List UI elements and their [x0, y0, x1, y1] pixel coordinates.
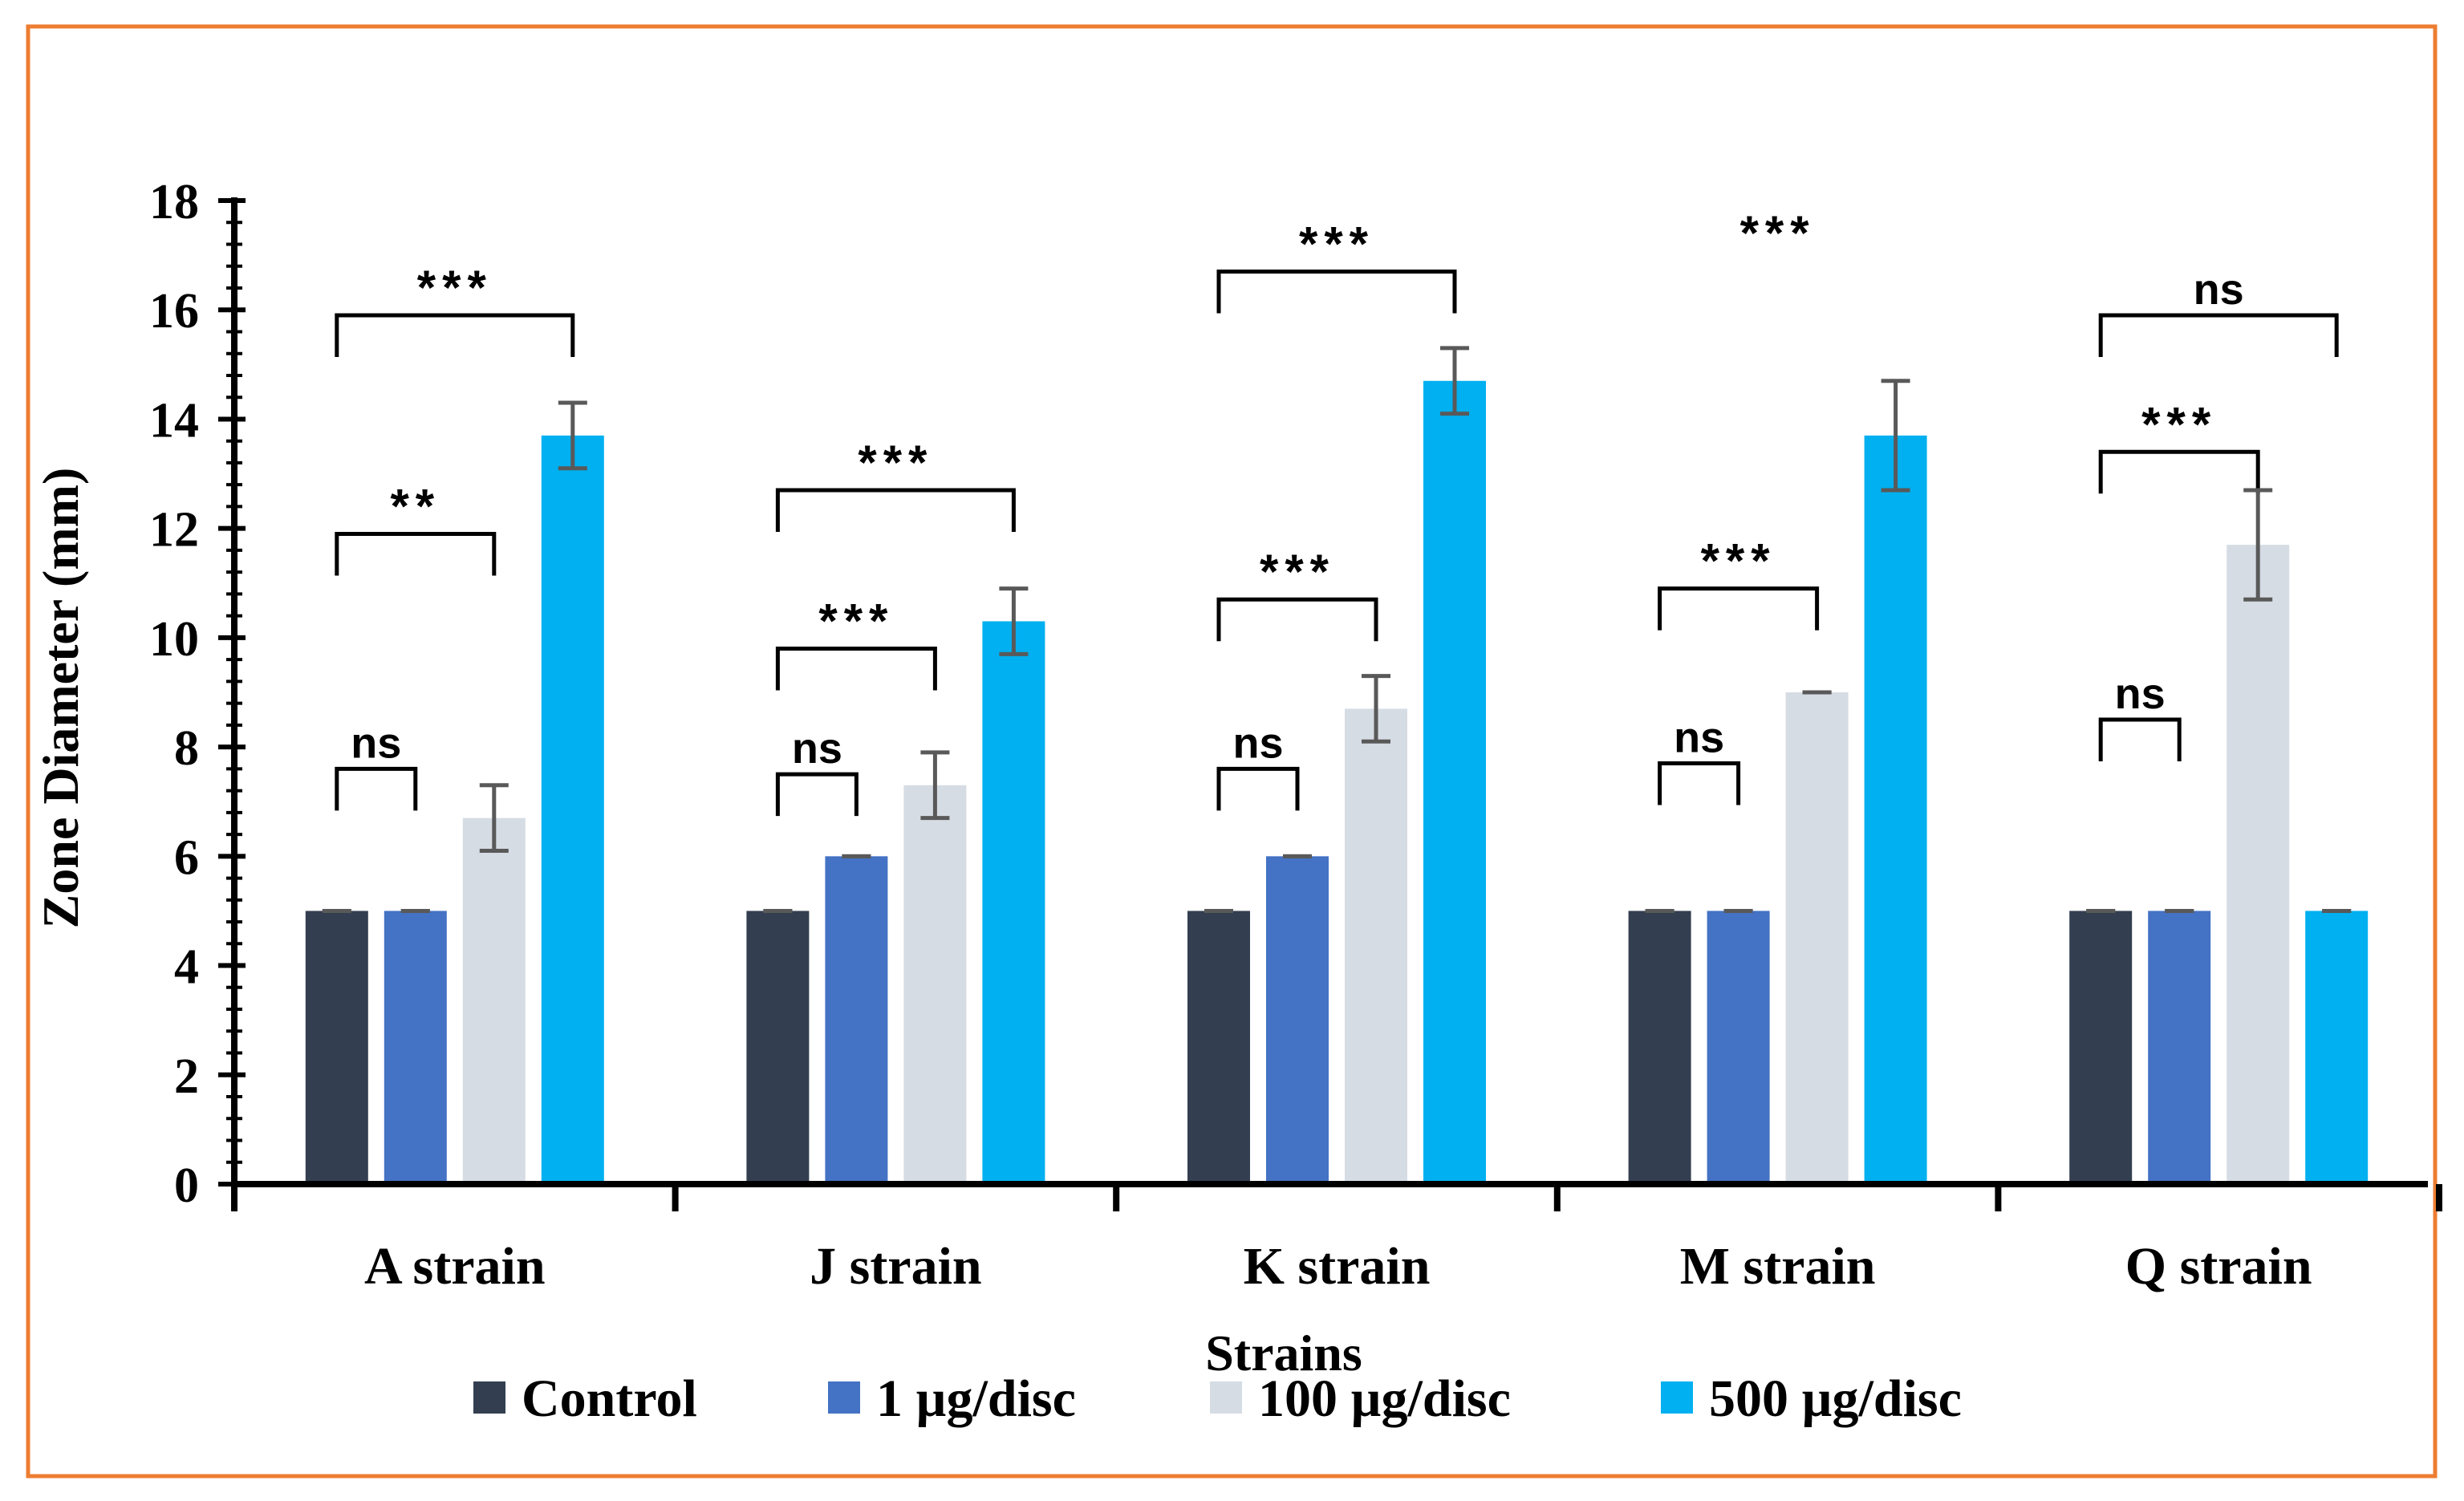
x-tick-label: J strain	[810, 1237, 982, 1296]
significance-label: ***	[417, 261, 493, 314]
bar	[1628, 911, 1691, 1184]
annotation-layer: ns*****ns******ns******ns******ns***ns	[335, 206, 2339, 817]
significance-bracket	[2098, 717, 2182, 762]
bar-layer	[305, 380, 2369, 1184]
error-bar-layer	[322, 346, 2352, 913]
y-tick-label: 0	[174, 1158, 199, 1213]
significance-label: ns	[2194, 266, 2244, 314]
y-tick-label: 2	[174, 1049, 199, 1104]
significance-label: **	[390, 479, 440, 533]
significance-bracket	[775, 772, 859, 817]
significance-bracket	[2098, 449, 2260, 494]
significance-bracket	[1658, 761, 1741, 805]
significance-label: ***	[1701, 534, 1776, 588]
significance-label: ***	[1260, 545, 1335, 598]
x-tick-label: K strain	[1244, 1237, 1431, 1296]
bar	[2069, 911, 2133, 1184]
legend-label: 1 µg/disc	[876, 1369, 1076, 1428]
bar	[462, 817, 526, 1184]
bar	[305, 911, 368, 1184]
significance-bracket	[1658, 586, 1820, 631]
significance-bracket	[335, 531, 497, 576]
significance-bracket	[2098, 313, 2339, 358]
bar	[1785, 692, 1849, 1184]
bar	[982, 621, 1045, 1184]
y-tick-label: 14	[149, 393, 199, 448]
legend-swatch	[1210, 1381, 1242, 1414]
significance-bracket	[335, 766, 418, 811]
bar	[1187, 911, 1250, 1184]
legend-label: Control	[522, 1369, 697, 1428]
bar	[541, 435, 604, 1184]
bar	[1707, 911, 1770, 1184]
bar	[903, 785, 967, 1184]
x-tick-label: Q strain	[2125, 1237, 2312, 1296]
significance-bracket	[335, 313, 575, 358]
significance-bracket	[775, 647, 937, 691]
legend-swatch	[473, 1381, 505, 1414]
axis-layer: 0 2 4 6 8 10 12 14 16 18 A strain J strain K strain M…	[149, 175, 2442, 1296]
significance-label: ns	[1674, 714, 1724, 762]
y-tick-label: 18	[149, 175, 199, 229]
legend-label: 500 µg/disc	[1709, 1369, 1962, 1428]
bar	[1266, 856, 1329, 1184]
bar	[1423, 380, 1486, 1184]
y-tick-label: 12	[149, 503, 199, 558]
significance-label: ns	[351, 719, 401, 767]
chart-frame	[26, 24, 2438, 1479]
y-tick-label: 10	[149, 612, 199, 667]
x-tick-label: A strain	[364, 1237, 546, 1296]
bar	[2305, 911, 2369, 1184]
legend-swatch	[828, 1381, 860, 1414]
significance-label: ***	[2141, 397, 2217, 451]
bar	[1345, 708, 1407, 1184]
significance-bracket	[1216, 270, 1457, 314]
significance-label: ns	[792, 724, 842, 773]
significance-label: ***	[858, 436, 933, 489]
bar	[746, 911, 810, 1184]
significance-bracket	[1216, 597, 1378, 642]
legend: Control 1 µg/disc 100 µg/disc 500 µg/disc	[473, 1369, 1962, 1428]
legend-label: 100 µg/disc	[1258, 1369, 1511, 1428]
legend-swatch	[1661, 1381, 1693, 1414]
significance-bracket	[775, 488, 1016, 532]
significance-label: ***	[1299, 217, 1374, 271]
significance-label: ***	[818, 594, 894, 648]
bar	[825, 856, 888, 1184]
x-axis-title: Strains	[1205, 1325, 1362, 1381]
y-tick-label: 16	[149, 284, 199, 339]
bar	[1864, 435, 1927, 1184]
significance-label: ns	[2115, 670, 2166, 718]
bar	[2227, 545, 2290, 1184]
y-tick-label: 6	[174, 830, 199, 885]
y-tick-label: 8	[174, 721, 199, 776]
significance-label: ***	[1740, 206, 1816, 260]
significance-bracket	[1216, 766, 1300, 811]
bar	[2148, 911, 2211, 1184]
significance-label: ns	[1232, 719, 1283, 767]
y-axis-title: Zone Diameter (mm)	[32, 468, 89, 929]
x-tick-label: M strain	[1680, 1237, 1876, 1296]
bar	[384, 911, 447, 1184]
y-tick-label: 4	[174, 940, 199, 995]
